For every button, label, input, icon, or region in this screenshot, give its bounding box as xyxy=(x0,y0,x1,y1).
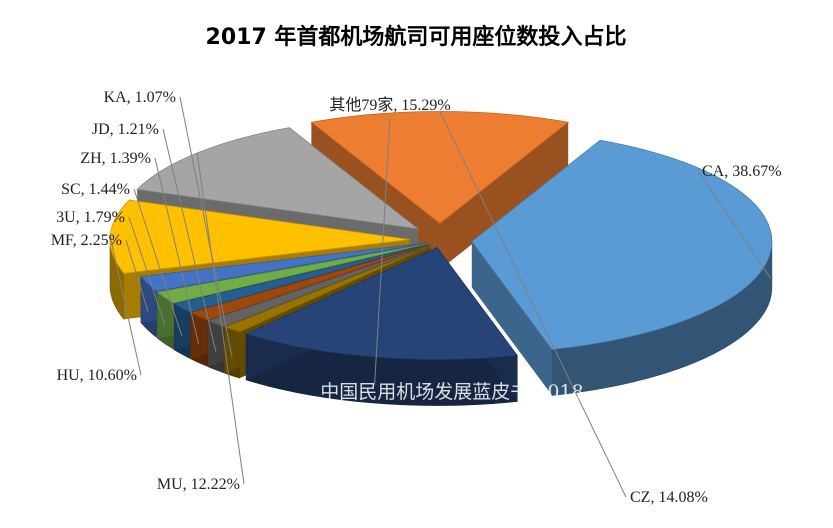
leader-zh xyxy=(154,157,200,345)
watermark: 中国民用机场发展蓝皮书 2018 xyxy=(320,381,583,403)
label-sc: SC, 1.44% xyxy=(61,181,130,198)
label-mf: MF, 2.25% xyxy=(51,232,122,249)
label-3u: 3U, 1.79% xyxy=(56,209,125,226)
slice-79 xyxy=(244,247,518,360)
label-79: 其他79家, 15.29% xyxy=(329,96,450,114)
pie-top-layer xyxy=(109,111,773,360)
slice-ka xyxy=(223,245,431,333)
leader-mf xyxy=(125,239,149,312)
label-ka: KA, 1.07% xyxy=(104,89,176,106)
label-cz: CZ, 14.08% xyxy=(630,489,708,506)
chart-title: 2017 年首都机场航司可用座位数投入占比 xyxy=(206,24,627,50)
slice-cut-ca-1 xyxy=(471,241,553,396)
leader-mu xyxy=(196,152,245,485)
leader-ca xyxy=(697,170,772,279)
slice-hu xyxy=(109,199,411,274)
label-jd: JD, 1.21% xyxy=(92,121,159,138)
leader-sc xyxy=(133,188,183,336)
leader-cz xyxy=(439,111,627,498)
leader-jd xyxy=(162,128,217,352)
data-labels: CA, 38.67% CZ, 14.08% MU, 12.22% HU, 10.60%… xyxy=(51,89,782,506)
leader-79 xyxy=(374,117,391,385)
label-mu: MU, 12.22% xyxy=(157,476,240,493)
slice-jd xyxy=(206,245,431,328)
slice-3u xyxy=(156,243,428,304)
slice-mf xyxy=(140,242,428,292)
label-ca: CA, 38.67% xyxy=(702,163,782,180)
slice-zh xyxy=(189,244,430,321)
label-zh: ZH, 1.39% xyxy=(80,150,151,167)
slice-sc xyxy=(173,243,429,313)
slice-cut-cz-1 xyxy=(439,122,569,270)
slice-ca xyxy=(471,139,773,350)
leader-hu xyxy=(109,236,142,376)
leader-ka xyxy=(179,96,233,358)
leader-lines xyxy=(109,96,772,498)
label-hu: HU, 10.60% xyxy=(57,367,137,384)
leader-3u xyxy=(128,216,166,326)
